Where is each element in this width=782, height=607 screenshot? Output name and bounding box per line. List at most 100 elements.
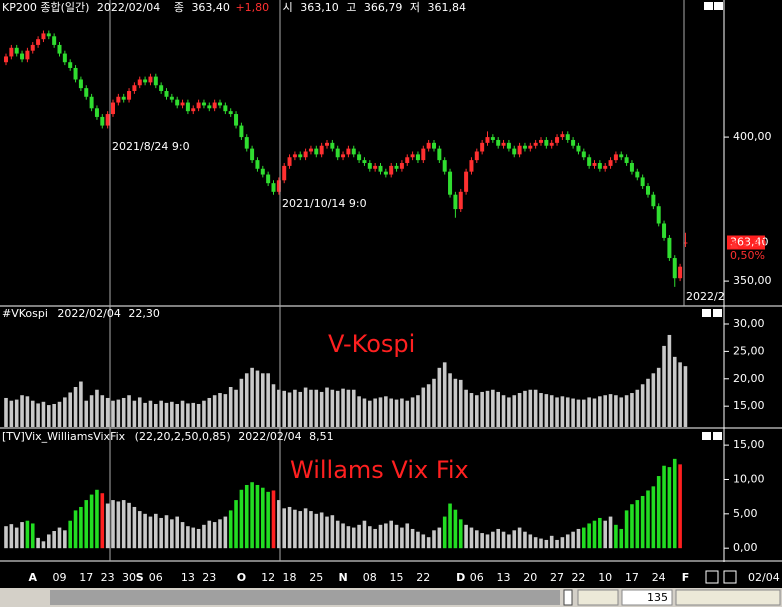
period-input[interactable] [621, 589, 673, 606]
bar [234, 389, 238, 427]
candle-body [539, 139, 543, 143]
panel-button[interactable] [702, 432, 711, 440]
bar [357, 396, 361, 427]
x-tick-label: 08 [363, 571, 377, 584]
zoom-buttons[interactable] [675, 589, 781, 606]
tool-button[interactable] [705, 570, 719, 584]
bar [309, 389, 313, 427]
bar [448, 373, 452, 427]
candle-body [169, 96, 174, 100]
candle-body [389, 165, 394, 175]
bar [298, 511, 303, 549]
y-tick-label: 25,00 [733, 344, 765, 357]
bar [319, 512, 324, 549]
bar [598, 517, 602, 549]
candle-body [565, 134, 570, 140]
bar [582, 527, 586, 549]
candle-body [335, 148, 340, 158]
bar [191, 402, 196, 427]
panel-button[interactable] [713, 432, 722, 440]
candle-body [62, 53, 67, 63]
candle-body [41, 33, 46, 40]
bar [41, 541, 46, 549]
bar [512, 530, 517, 549]
panel-button[interactable] [714, 2, 723, 10]
x-tick-label: D [456, 571, 465, 584]
label: 시 [283, 1, 293, 14]
panel-annotation: V-Kospi [328, 330, 415, 358]
candle-body [629, 163, 634, 172]
bar [116, 399, 121, 427]
bar [437, 527, 442, 549]
candle-body [116, 96, 121, 103]
bar [517, 393, 522, 427]
bar [624, 395, 629, 427]
bar [667, 334, 672, 427]
x-tick-label: 17 [625, 571, 639, 584]
panel-button[interactable] [704, 2, 713, 10]
bar [678, 362, 682, 427]
bar [592, 398, 597, 427]
bar [416, 395, 420, 427]
candle-body [159, 85, 164, 92]
bar [325, 516, 329, 549]
bar [485, 390, 490, 427]
last-price: 363,40 [730, 236, 769, 249]
candle-body [528, 145, 533, 149]
panel-button[interactable] [713, 309, 722, 317]
y-tick-label: 350,00 [733, 274, 772, 287]
candle-body [432, 142, 436, 149]
value: 22,30 [128, 307, 160, 320]
bar [368, 526, 372, 549]
scroll-track[interactable] [50, 590, 560, 605]
bar [330, 389, 335, 427]
bar [330, 515, 335, 549]
candle-body [244, 137, 249, 149]
bar [298, 391, 303, 427]
bar [218, 519, 222, 549]
candle-body [223, 105, 228, 112]
y-tick-label: 10,00 [733, 472, 765, 485]
bar [523, 531, 527, 549]
bar [640, 384, 645, 427]
bar [346, 526, 351, 549]
bar [656, 367, 661, 427]
bar [137, 397, 142, 427]
candle-body [640, 177, 645, 187]
bar [571, 531, 575, 549]
bar [523, 390, 527, 427]
bar [351, 527, 356, 549]
bar [314, 389, 319, 427]
bar [501, 531, 506, 549]
candle-body [52, 36, 57, 45]
bar [73, 510, 78, 549]
scroll-thumb[interactable] [563, 589, 573, 606]
params: (22,20,2,50,0,85) [135, 430, 231, 443]
bar [341, 388, 345, 427]
bar [159, 400, 163, 427]
bar [469, 527, 474, 549]
bar [148, 400, 153, 427]
panel-button[interactable] [702, 309, 711, 317]
bar [389, 398, 393, 427]
value: 361,84 [428, 1, 467, 14]
bar [400, 527, 404, 549]
bar [533, 389, 538, 427]
bar [89, 494, 94, 549]
bar [384, 523, 388, 549]
bar [68, 520, 72, 549]
bar [228, 387, 233, 427]
bar [175, 516, 179, 549]
candle-body [89, 96, 94, 109]
bar [154, 513, 158, 549]
bar [560, 396, 565, 427]
candle-body [399, 163, 404, 169]
bar [250, 367, 254, 427]
candle-body [201, 102, 206, 106]
candle-body [319, 145, 324, 155]
bar [335, 390, 340, 427]
bar [608, 516, 613, 549]
nav-buttons[interactable] [577, 589, 619, 606]
tool-button[interactable] [723, 570, 737, 584]
